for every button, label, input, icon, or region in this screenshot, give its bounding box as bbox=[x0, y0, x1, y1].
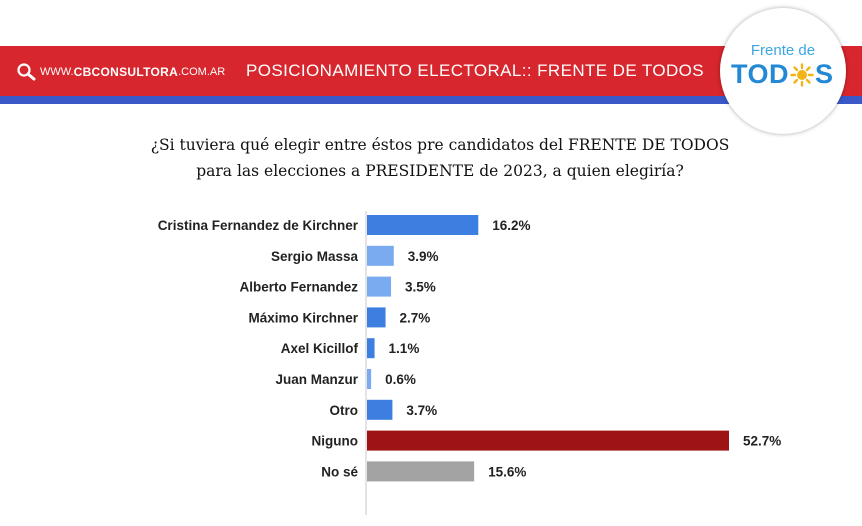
frente-de-todos-logo: Frente de TOD S bbox=[720, 8, 846, 134]
question-line-1: ¿Si tuviera qué elegir entre éstos pre c… bbox=[150, 136, 730, 154]
value-label: 1.1% bbox=[389, 341, 420, 356]
bar bbox=[367, 399, 393, 420]
logo-top-text: Frente de bbox=[750, 42, 816, 59]
bar bbox=[367, 430, 729, 451]
value-label: 15.6% bbox=[488, 464, 526, 479]
bar bbox=[367, 215, 479, 235]
bar bbox=[367, 338, 375, 359]
category-label: Sergio Massa bbox=[271, 249, 359, 264]
value-label: 3.9% bbox=[408, 249, 439, 264]
bar bbox=[367, 245, 394, 266]
site-prefix: WWW. bbox=[40, 66, 74, 78]
value-label: 3.5% bbox=[405, 280, 436, 295]
category-label: Otro bbox=[330, 403, 359, 418]
header-title: POSICIONAMIENTO ELECTORAL:: FRENTE DE TO… bbox=[246, 61, 705, 80]
question-line-2: para las elecciones a PRESIDENTE de 2023… bbox=[196, 162, 684, 180]
value-label: 16.2% bbox=[492, 218, 530, 233]
value-label: 2.7% bbox=[400, 310, 431, 325]
value-label: 3.7% bbox=[406, 403, 437, 418]
logo-text-part2: S bbox=[815, 59, 834, 89]
logo-text-part1: TOD bbox=[731, 59, 790, 89]
category-label: No sé bbox=[321, 464, 358, 479]
bar bbox=[367, 369, 372, 389]
value-label: 0.6% bbox=[385, 372, 416, 387]
site-brand: CBCONSULTORA bbox=[73, 65, 179, 79]
bar bbox=[367, 307, 386, 328]
category-label: Cristina Fernandez de Kirchner bbox=[158, 218, 359, 233]
category-label: Alberto Fernandez bbox=[239, 280, 358, 295]
category-label: Axel Kicillof bbox=[281, 341, 359, 356]
bar bbox=[367, 461, 475, 482]
header-stripe bbox=[0, 96, 862, 104]
bar bbox=[367, 276, 392, 297]
value-label: 52.7% bbox=[743, 434, 781, 449]
category-label: Máximo Kirchner bbox=[248, 310, 358, 325]
site-tld: .COM.AR bbox=[178, 66, 226, 78]
site-url[interactable]: WWW. CBCONSULTORA .COM.AR bbox=[16, 62, 225, 82]
logo-bottom-text: TOD S bbox=[731, 59, 834, 90]
search-icon bbox=[17, 63, 36, 81]
category-label: Niguno bbox=[312, 434, 359, 449]
sun-icon bbox=[790, 62, 814, 87]
header-bar bbox=[0, 46, 862, 96]
category-label: Juan Manzur bbox=[275, 372, 358, 387]
